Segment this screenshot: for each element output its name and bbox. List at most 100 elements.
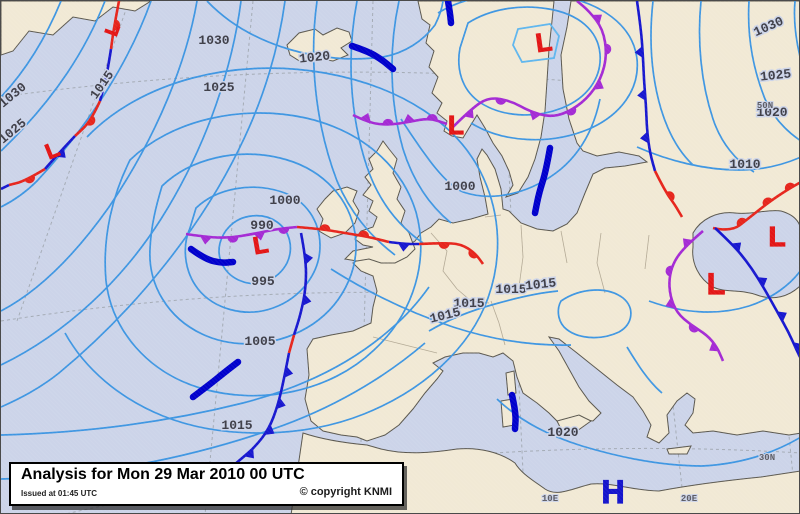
graticule-meridian xyxy=(204,1,254,513)
front-decoration-tri xyxy=(591,14,602,25)
front-decoration-bump xyxy=(665,265,673,277)
front-decoration-bump xyxy=(438,243,450,249)
land-continental-europe xyxy=(304,1,799,444)
warm-front-line xyxy=(74,100,102,137)
isobar-line xyxy=(437,1,639,141)
isobar-line xyxy=(458,6,601,116)
front-decoration-tri xyxy=(105,69,115,82)
front-decoration-tri xyxy=(397,243,410,252)
pressure-label: 1000 xyxy=(444,179,475,194)
land-greenland xyxy=(1,1,152,56)
pressure-label: 1020 xyxy=(756,105,787,120)
trough-line xyxy=(189,358,242,401)
low-pressure-center: L xyxy=(251,231,270,260)
front-decoration-bump xyxy=(495,98,507,105)
front-layer xyxy=(1,1,799,466)
isobar-line xyxy=(64,67,499,434)
graticule-label: 20E xyxy=(681,494,698,504)
cold-front-line xyxy=(388,240,419,246)
front-decoration-tri xyxy=(244,448,254,459)
front-decoration-tri xyxy=(731,242,742,253)
pressure-label: 1000 xyxy=(269,193,300,208)
low-pressure-center: L xyxy=(707,268,725,301)
cold-front-line xyxy=(1,183,10,191)
front-decoration-tri xyxy=(637,88,646,101)
graticule-parallel xyxy=(1,71,799,112)
occluded-front-line xyxy=(185,225,298,239)
isobar-layer xyxy=(1,1,799,480)
graticule-label: 30N xyxy=(759,453,775,463)
pressure-label: 1030 xyxy=(198,33,229,48)
isobar-line xyxy=(636,146,799,171)
isobar-line xyxy=(512,23,560,63)
front-decoration-bump xyxy=(605,43,612,55)
front-decoration-tri xyxy=(463,108,474,119)
low-pressure-center: L xyxy=(768,221,785,252)
cold-front-line xyxy=(233,352,291,466)
front-decoration-tri xyxy=(793,342,799,354)
pressure-label: 1015 xyxy=(495,282,526,297)
front-decoration-tri xyxy=(529,110,541,121)
pressure-label: 1005 xyxy=(244,334,275,349)
pressure-label: 1015 xyxy=(453,296,484,311)
isobar-line xyxy=(1,1,242,366)
front-decoration-tri xyxy=(639,131,649,144)
warm-front-line xyxy=(8,167,46,187)
pressure-label: 1010 xyxy=(729,157,760,172)
front-decoration-bump xyxy=(666,191,675,202)
warm-front-line xyxy=(296,225,390,244)
isobar-line xyxy=(218,214,292,285)
front-decoration-tri xyxy=(302,294,312,306)
issued-timestamp: Issued at 01:45 UTC xyxy=(21,489,98,498)
front-decoration-bump xyxy=(86,115,96,126)
isobar-line xyxy=(747,1,799,141)
land-corsica xyxy=(505,370,517,396)
front-decoration-bump xyxy=(565,107,577,116)
front-decoration-tri xyxy=(757,277,768,288)
pressure-label: 1015 xyxy=(221,418,252,433)
isobar-line xyxy=(428,290,559,332)
land-crete xyxy=(666,445,692,455)
copyright-notice: © copyright KNMI xyxy=(299,486,392,498)
front-decoration-bump xyxy=(762,197,773,207)
cold-front-line xyxy=(714,227,799,358)
isobar-line xyxy=(626,346,663,394)
front-decoration-tri xyxy=(200,235,212,245)
isobar-line xyxy=(1,1,106,152)
front-decoration-bump xyxy=(784,182,796,191)
front-decoration-bump xyxy=(113,19,121,31)
front-decoration-tri xyxy=(284,366,294,378)
front-decoration-bump xyxy=(319,224,331,231)
front-decoration-bump xyxy=(227,236,239,243)
front-decoration-bump xyxy=(688,323,699,333)
occluded-front-line xyxy=(352,113,448,126)
pressure-label: 1020 xyxy=(298,48,331,66)
pressure-label: 1020 xyxy=(547,425,578,440)
front-decoration-tri xyxy=(55,147,66,158)
front-decoration-bump xyxy=(358,230,369,238)
isobar-line xyxy=(650,1,694,166)
front-decoration-tri xyxy=(776,311,787,322)
front-decoration-bump xyxy=(736,217,747,227)
front-decoration-tri xyxy=(709,341,720,352)
graticule-label: 10E xyxy=(542,494,559,504)
low-pressure-center: L xyxy=(534,26,554,58)
low-pressure-center: L xyxy=(101,21,124,38)
isobar-line xyxy=(391,1,452,224)
analysis-info-box: Analysis for Mon 29 Mar 2010 00 UTC Issu… xyxy=(9,462,404,506)
pressure-label: 1025 xyxy=(1,115,30,147)
front-decoration-tri xyxy=(276,397,286,410)
pressure-label: 1025 xyxy=(759,66,792,84)
isobar-line xyxy=(149,153,357,345)
warm-front-line xyxy=(712,181,799,231)
front-decoration-tri xyxy=(593,79,604,90)
isobar-line xyxy=(1,1,62,98)
warm-front-line xyxy=(287,334,296,354)
analysis-title: Analysis for Mon 29 Mar 2010 00 UTC xyxy=(21,466,305,483)
isobar-line xyxy=(1,1,198,312)
isobar-line xyxy=(400,98,601,198)
isobar-line xyxy=(557,289,632,339)
isobar-line xyxy=(793,1,799,57)
